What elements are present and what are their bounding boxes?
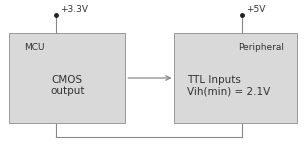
Text: +5V: +5V (246, 4, 266, 14)
Bar (9, 33, 125, 123)
Text: +3.3V: +3.3V (60, 4, 88, 14)
Text: MCU: MCU (24, 44, 45, 52)
Text: Peripheral: Peripheral (239, 44, 285, 52)
Bar (174, 33, 297, 123)
Text: CMOS
output: CMOS output (50, 75, 84, 96)
Text: TTL Inputs
Vih(min) = 2.1V: TTL Inputs Vih(min) = 2.1V (187, 75, 270, 96)
